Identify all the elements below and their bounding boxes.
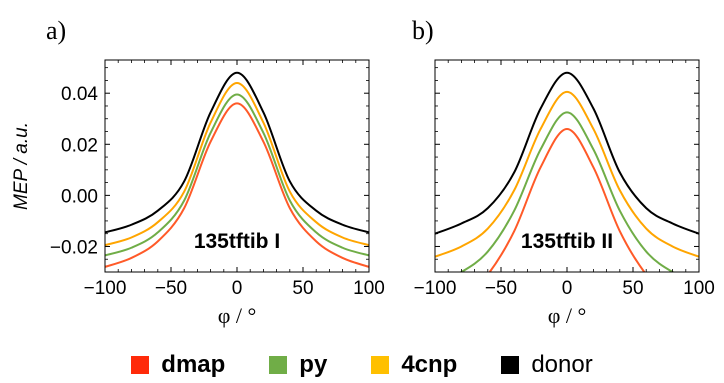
x-tick-label: 50	[292, 278, 313, 299]
legend-item-py: py	[269, 351, 327, 379]
series-group-a	[105, 71, 369, 268]
series-line-py-b	[459, 111, 675, 272]
y-ticks-a: −0.02 0.00 0.02 0.04	[50, 67, 369, 260]
chart-panel-b: −100 −50 0 50 100 135tftib II φ / °	[414, 59, 715, 328]
legend-item-donor: donor	[501, 351, 593, 379]
annotation-b: 135tftib II	[521, 230, 613, 253]
legend-label-dmap: dmap	[161, 351, 226, 378]
series-line-dmap-a	[105, 102, 369, 268]
x-tick-label: −100	[84, 278, 127, 299]
x-tick-label: −50	[485, 278, 517, 299]
annotation-a: 135tftib I	[194, 230, 280, 253]
y-tick-label: 0.00	[61, 186, 98, 207]
legend-label-donor: donor	[531, 351, 593, 378]
x-tick-label: 0	[562, 278, 573, 299]
x-tick-label: 50	[622, 278, 643, 299]
legend-swatch-donor	[501, 356, 520, 374]
legend-item-dmap: dmap	[131, 351, 225, 379]
panel-label-a: a)	[46, 16, 66, 45]
x-axis-label-b: φ / °	[548, 303, 587, 328]
legend-swatch-dmap	[131, 356, 150, 374]
series-line-4cnp-b	[435, 90, 699, 258]
series-line-donor-b	[435, 71, 699, 235]
x-tick-label: 100	[353, 278, 385, 299]
series-line-py-a	[105, 93, 369, 257]
y-axis-label: MEP / a.u.	[11, 122, 32, 210]
series-line-dmap-b	[488, 127, 646, 272]
panel-label-b: b)	[412, 16, 434, 45]
series-line-4cnp-a	[105, 81, 369, 247]
x-axis-label-a: φ / °	[218, 303, 257, 328]
legend-label-py: py	[299, 351, 328, 378]
legend-item-4cnp: 4cnp	[371, 351, 457, 379]
x-ticks-b: −100 −50 0 50 100	[414, 60, 715, 299]
series-group-b	[435, 71, 699, 272]
x-tick-label: −50	[155, 278, 187, 299]
y-tick-label: 0.04	[61, 84, 98, 105]
y-tick-label: 0.02	[61, 135, 98, 156]
legend-label-4cnp: 4cnp	[401, 351, 458, 378]
series-line-donor-a	[105, 71, 369, 234]
x-ticks-a: −100 −50 0 50 100	[84, 60, 385, 299]
chart-panel-a: −0.02 0.00 0.02 0.04 −100 −50 0 50 100 135tftib…	[11, 59, 385, 328]
x-tick-label: 100	[683, 278, 715, 299]
legend-swatch-py	[269, 356, 288, 374]
y-ticks-b	[435, 67, 699, 260]
x-tick-label: −100	[414, 278, 457, 299]
x-tick-label: 0	[232, 278, 243, 299]
y-tick-label: −0.02	[50, 237, 98, 258]
legend-swatch-4cnp	[371, 356, 390, 374]
legend: dmap py 4cnp donor	[0, 348, 724, 382]
